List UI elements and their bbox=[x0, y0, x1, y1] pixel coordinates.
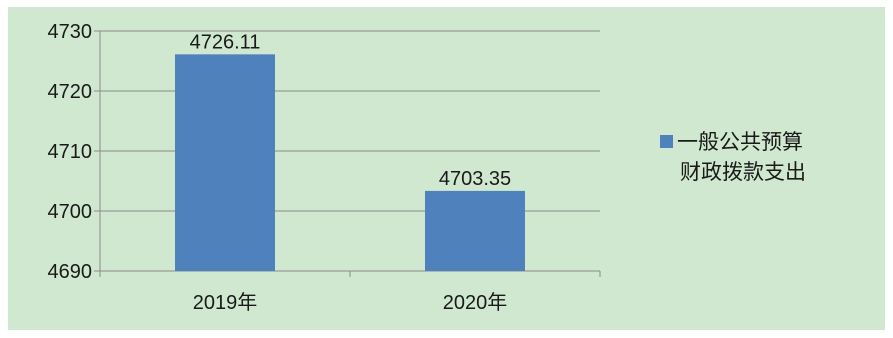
y-tick-label: 4700 bbox=[48, 201, 93, 223]
y-tick-label: 4720 bbox=[48, 81, 93, 103]
y-tick-label: 4690 bbox=[48, 261, 93, 283]
x-tick-label: 2019年 bbox=[193, 291, 258, 314]
x-tick-label: 2020年 bbox=[443, 291, 508, 314]
chart-area bbox=[8, 7, 885, 330]
data-label: 4703.35 bbox=[439, 168, 511, 190]
legend-label-line1: 一般公共预算 bbox=[677, 130, 803, 154]
data-label: 4726.11 bbox=[190, 31, 261, 53]
bar bbox=[175, 54, 275, 272]
bar bbox=[425, 190, 525, 271]
legend-swatch bbox=[660, 135, 673, 148]
y-tick-label: 4710 bbox=[48, 141, 93, 163]
legend-entry: 一般公共预算 bbox=[660, 127, 880, 157]
legend: 一般公共预算 财政拨款支出 bbox=[660, 127, 880, 187]
legend-label-line2: 财政拨款支出 bbox=[680, 160, 806, 184]
y-tick-label: 4730 bbox=[48, 21, 93, 43]
